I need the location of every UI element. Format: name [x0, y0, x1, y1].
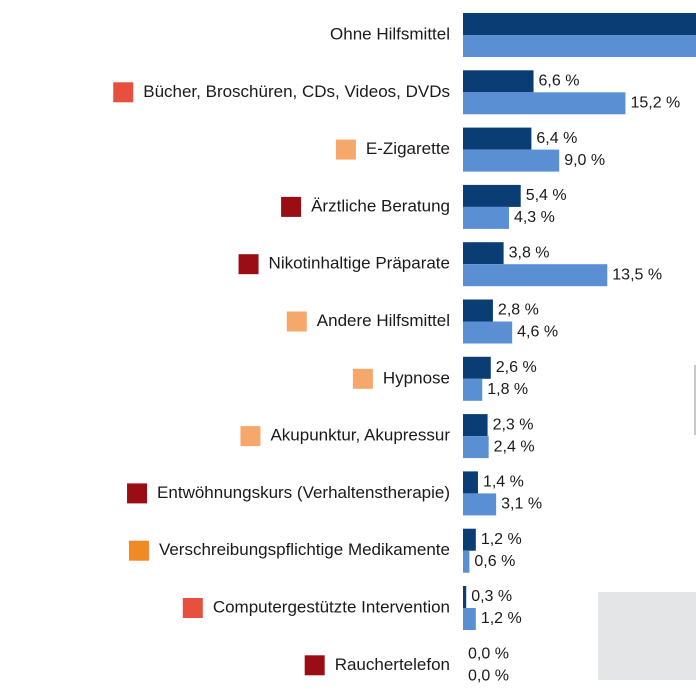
bar [463, 321, 513, 344]
category-marker [127, 483, 148, 504]
value-label: 13,5 % [612, 266, 662, 283]
bar [463, 184, 521, 207]
bar [463, 493, 497, 516]
value-label: 0,3 % [471, 588, 512, 605]
value-label: 0,0 % [468, 646, 509, 663]
value-label: 6,6 % [539, 73, 580, 90]
value-label: 2,8 % [498, 302, 539, 319]
bar [463, 586, 467, 608]
bar [463, 528, 476, 551]
value-label: 1,4 % [483, 474, 524, 491]
category-marker [335, 139, 356, 160]
bar [463, 149, 560, 172]
value-label: 1,2 % [481, 531, 522, 548]
category-label: Ohne Hilfsmittel [330, 24, 450, 43]
category-label: Entwöhnungskurs (Verhaltenstherapie) [157, 483, 450, 502]
category-marker [240, 426, 261, 447]
bar [463, 356, 491, 379]
category-label: Rauchertelefon [335, 655, 450, 674]
bar [463, 608, 476, 630]
bar [463, 70, 534, 93]
category-marker [113, 82, 134, 103]
value-label: 6,4 % [536, 130, 577, 147]
value-label: 5,4 % [526, 187, 567, 204]
category-label: Verschreibungspflichtige Medikamente [159, 540, 450, 559]
bar [463, 13, 696, 35]
category-label: Computergestützte Intervention [213, 597, 450, 616]
bar [463, 471, 478, 494]
bar [463, 378, 483, 401]
category-marker [182, 598, 203, 618]
category-marker [304, 655, 325, 676]
category-label: Akupunktur, Akupressur [270, 426, 450, 445]
category-marker [352, 368, 373, 389]
value-label: 0,6 % [474, 553, 515, 570]
category-label: Bücher, Broschüren, CDs, Videos, DVDs [143, 82, 450, 101]
category-label: Andere Hilfsmittel [317, 311, 450, 330]
category-label: E-Zigarette [366, 139, 450, 158]
category-marker [286, 311, 307, 332]
bar [463, 550, 470, 573]
value-label: 2,4 % [494, 438, 535, 455]
bar [463, 414, 488, 437]
bar [463, 127, 532, 150]
category-marker [281, 196, 302, 217]
value-label: 3,8 % [509, 244, 550, 261]
bar [463, 299, 493, 322]
value-label: 9,0 % [564, 152, 605, 169]
value-label: 4,6 % [517, 324, 558, 341]
category-label: Hypnose [383, 368, 450, 387]
background-panel [598, 592, 696, 680]
category-label: Ärztliche Beratung [311, 196, 450, 215]
value-label: 0,0 % [468, 668, 509, 685]
bar [463, 206, 509, 229]
value-label: 2,6 % [496, 359, 537, 376]
category-label: Nikotinhaltige Präparate [269, 254, 450, 273]
category-marker [128, 540, 149, 561]
bar [463, 92, 626, 115]
value-label: 1,8 % [487, 381, 528, 398]
value-label: 15,2 % [630, 95, 680, 112]
bar [463, 242, 504, 265]
value-label: 2,3 % [493, 416, 534, 433]
category-marker [238, 254, 259, 275]
bar [463, 436, 489, 459]
value-label: 3,1 % [501, 496, 542, 513]
bar [463, 264, 608, 287]
bar [463, 35, 696, 57]
value-label: 1,2 % [481, 610, 522, 627]
value-label: 4,3 % [514, 209, 555, 226]
